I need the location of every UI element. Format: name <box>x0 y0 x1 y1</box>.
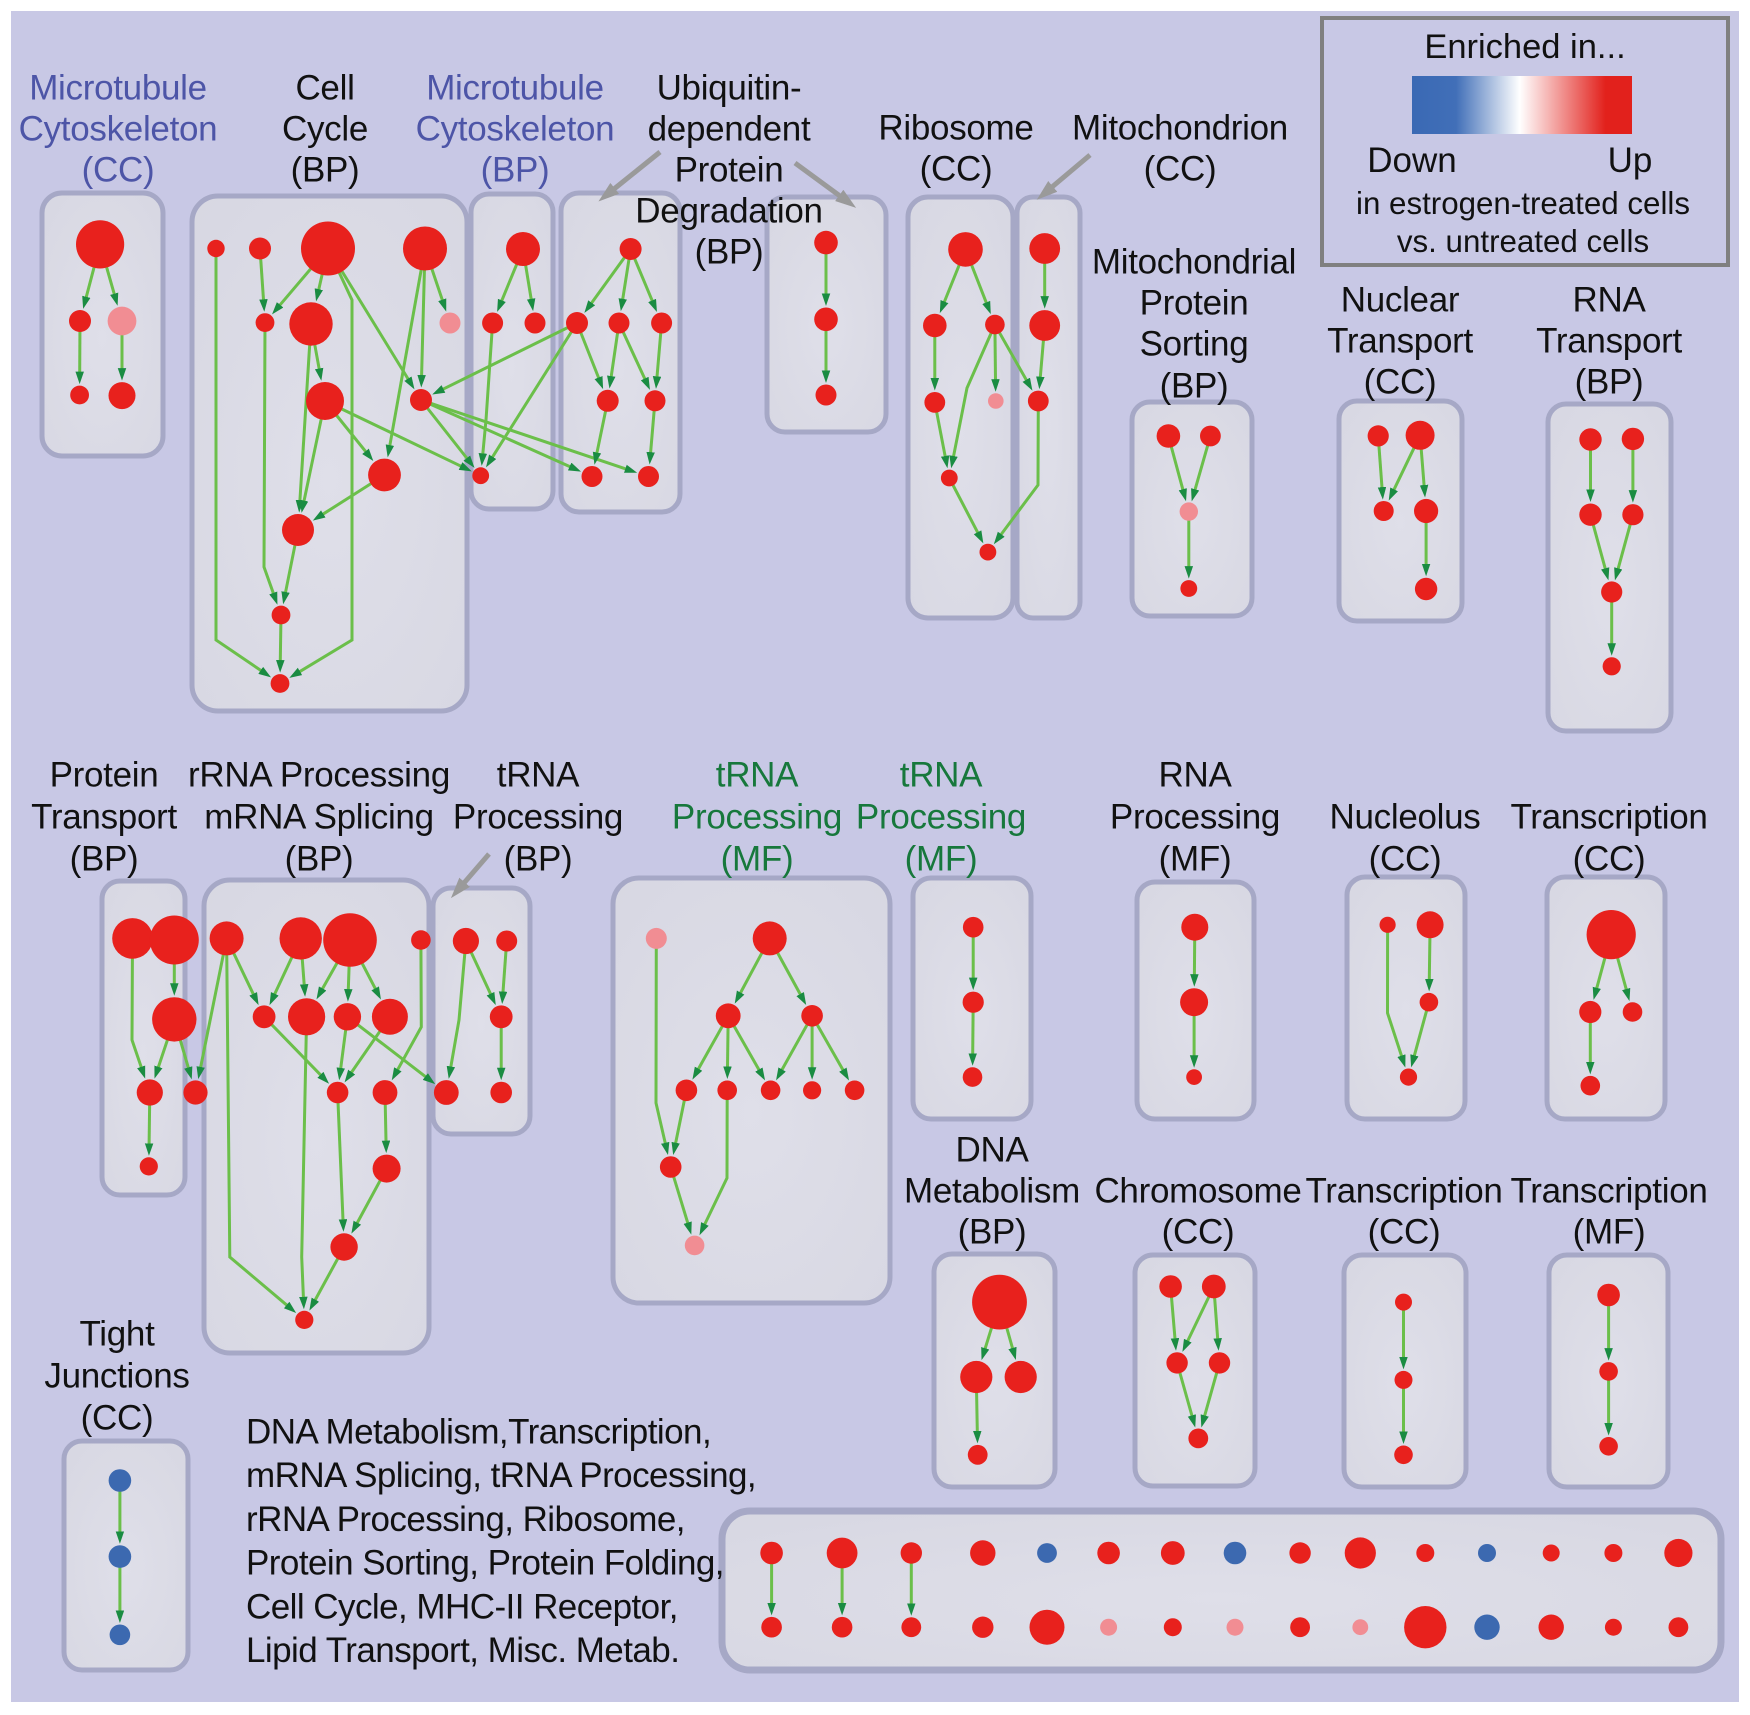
svg-text:(BP): (BP) <box>285 840 354 879</box>
svg-text:mRNA Splicing, tRNA Processing: mRNA Splicing, tRNA Processing, <box>246 1456 756 1495</box>
svg-text:Processing: Processing <box>1110 798 1280 837</box>
svg-text:Junctions: Junctions <box>44 1357 189 1396</box>
svg-text:Chromosome: Chromosome <box>1094 1172 1301 1211</box>
svg-text:(MF): (MF) <box>1573 1213 1646 1252</box>
svg-text:Nuclear: Nuclear <box>1341 281 1460 320</box>
svg-text:vs. untreated cells: vs. untreated cells <box>1397 224 1649 259</box>
svg-text:Degradation: Degradation <box>635 192 822 231</box>
svg-text:Processing: Processing <box>856 798 1026 837</box>
svg-text:(CC): (CC) <box>1144 150 1217 189</box>
svg-text:(MF): (MF) <box>721 840 794 879</box>
svg-text:(BP): (BP) <box>70 840 139 879</box>
svg-text:tRNA: tRNA <box>716 756 799 795</box>
svg-text:Cytoskeleton: Cytoskeleton <box>416 110 615 149</box>
svg-text:Ribosome: Ribosome <box>878 109 1033 148</box>
svg-text:Ubiquitin-: Ubiquitin- <box>657 69 802 108</box>
svg-text:DNA: DNA <box>956 1131 1030 1170</box>
svg-text:(CC): (CC) <box>920 150 993 189</box>
svg-text:(BP): (BP) <box>504 840 573 879</box>
svg-text:Protein: Protein <box>50 756 159 795</box>
svg-text:Enriched in...: Enriched in... <box>1424 28 1625 66</box>
svg-text:Down: Down <box>1367 141 1456 180</box>
svg-text:Tight: Tight <box>79 1315 155 1354</box>
svg-text:(BP): (BP) <box>291 151 360 190</box>
svg-text:Processing: Processing <box>672 798 842 837</box>
svg-text:Protein Sorting, Protein Foldi: Protein Sorting, Protein Folding, <box>246 1544 724 1583</box>
svg-text:Lipid Transport, Misc. Metab.: Lipid Transport, Misc. Metab. <box>246 1631 679 1670</box>
svg-text:in estrogen-treated cells: in estrogen-treated cells <box>1356 186 1690 221</box>
svg-text:Cycle: Cycle <box>282 110 368 149</box>
svg-text:Cell: Cell <box>295 69 354 108</box>
svg-text:tRNA: tRNA <box>497 756 580 795</box>
svg-text:(CC): (CC) <box>1573 840 1646 879</box>
svg-text:Transcription: Transcription <box>1305 1172 1502 1211</box>
svg-text:(CC): (CC) <box>1368 1213 1441 1252</box>
svg-text:Processing: Processing <box>453 798 623 837</box>
svg-text:Microtubule: Microtubule <box>29 69 207 108</box>
svg-text:Mitochondrion: Mitochondrion <box>1072 109 1288 148</box>
svg-text:Up: Up <box>1608 141 1653 180</box>
svg-text:(CC): (CC) <box>1369 840 1442 879</box>
svg-text:Transcription: Transcription <box>1510 798 1707 837</box>
svg-text:(BP): (BP) <box>1575 363 1644 402</box>
svg-text:RNA: RNA <box>1573 281 1647 320</box>
svg-text:(CC): (CC) <box>1162 1213 1235 1252</box>
svg-text:rRNA Processing: rRNA Processing <box>188 756 450 795</box>
svg-text:Metabolism: Metabolism <box>904 1172 1080 1211</box>
svg-text:rRNA Processing, Ribosome,: rRNA Processing, Ribosome, <box>246 1500 685 1539</box>
svg-text:(BP): (BP) <box>1160 367 1229 406</box>
svg-text:tRNA: tRNA <box>900 756 983 795</box>
svg-text:Transport: Transport <box>31 798 177 837</box>
svg-text:Protein: Protein <box>1140 284 1249 323</box>
svg-text:DNA Metabolism,Transcription,: DNA Metabolism,Transcription, <box>246 1413 711 1452</box>
svg-text:Transport: Transport <box>1536 322 1682 361</box>
svg-text:Nucleolus: Nucleolus <box>1330 798 1481 837</box>
svg-text:Sorting: Sorting <box>1140 325 1249 364</box>
svg-text:Cytoskeleton: Cytoskeleton <box>19 110 218 149</box>
svg-text:mRNA Splicing: mRNA Splicing <box>204 798 434 837</box>
svg-text:(BP): (BP) <box>695 233 764 272</box>
svg-text:Cell Cycle, MHC-II Receptor,: Cell Cycle, MHC-II Receptor, <box>246 1587 678 1626</box>
svg-text:Mitochondrial: Mitochondrial <box>1092 243 1296 282</box>
svg-text:Protein: Protein <box>675 151 784 190</box>
svg-text:Transport: Transport <box>1327 322 1473 361</box>
svg-text:Microtubule: Microtubule <box>426 69 604 108</box>
svg-text:(CC): (CC) <box>82 151 155 190</box>
svg-text:(BP): (BP) <box>481 151 550 190</box>
svg-text:Transcription: Transcription <box>1510 1172 1707 1211</box>
svg-text:RNA: RNA <box>1159 756 1233 795</box>
svg-text:(CC): (CC) <box>1364 363 1437 402</box>
svg-text:(BP): (BP) <box>958 1213 1027 1252</box>
svg-text:(MF): (MF) <box>1159 840 1232 879</box>
svg-text:(MF): (MF) <box>905 840 978 879</box>
svg-text:(CC): (CC) <box>81 1399 154 1438</box>
svg-text:dependent: dependent <box>648 110 811 149</box>
